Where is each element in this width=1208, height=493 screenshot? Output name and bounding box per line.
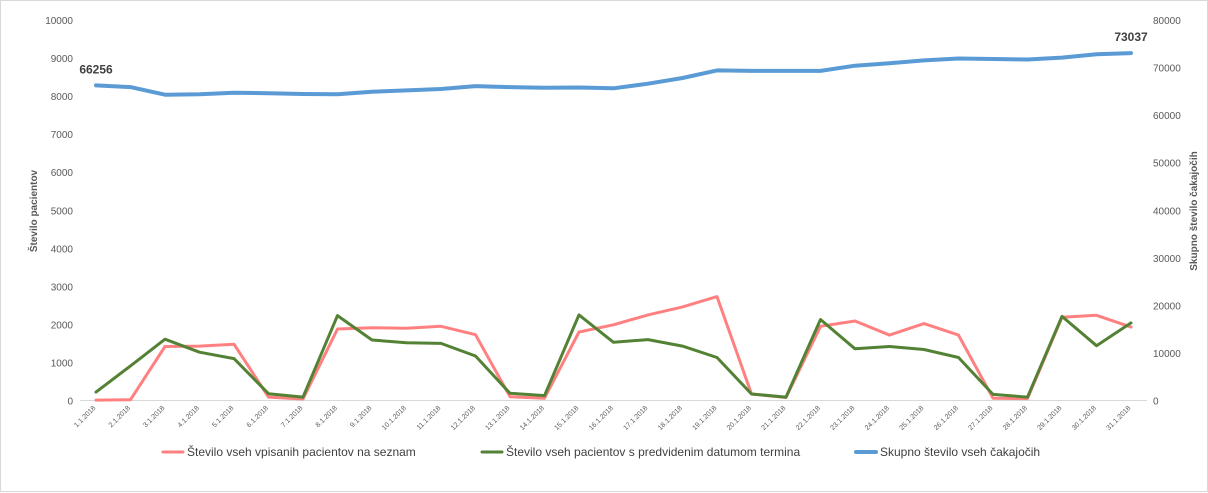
legend-label-1: Število vseh vpisanih pacientov na sezna…: [187, 444, 416, 459]
y2-tick-label: 70000: [1153, 64, 1181, 75]
y-tick-label: 10000: [45, 16, 73, 27]
x-tick-label: 16.1.2018: [588, 405, 615, 432]
x-tick-label: 20.1.2018: [726, 405, 753, 432]
x-tick-label: 5.1.2018: [211, 405, 235, 429]
x-tick-label: 30.1.2018: [1071, 405, 1098, 432]
y2-tick-label: 0: [1153, 397, 1159, 408]
x-tick-label: 23.1.2018: [829, 405, 856, 432]
x-tick-label: 11.1.2018: [416, 405, 443, 432]
series-line-3: [94, 51, 1133, 97]
y2-tick-label: 80000: [1153, 16, 1181, 27]
x-tick-label: 4.1.2018: [177, 405, 201, 429]
series-line-2: [94, 313, 1133, 399]
y2-tick-label: 50000: [1153, 159, 1181, 170]
x-tick-label: 28.1.2018: [1002, 405, 1029, 432]
x-tick-label: 22.1.2018: [795, 405, 822, 432]
y-tick-label: 3000: [51, 282, 74, 293]
legend-label-3: Skupno število vseh čakajočih: [880, 445, 1040, 459]
y-tick-label: 6000: [51, 168, 74, 179]
y2-tick-label: 60000: [1153, 111, 1181, 122]
x-tick-label: 31.1.2018: [1105, 405, 1132, 432]
x-tick-label: 21.1.2018: [760, 405, 787, 432]
y2-axis-title: Skupno število čakajočih: [1189, 151, 1200, 270]
x-tick-label: 2.1.2018: [108, 405, 132, 429]
x-tick-label: 6.1.2018: [246, 405, 270, 429]
y-tick-label: 1000: [51, 358, 74, 369]
y2-tick-label: 40000: [1153, 206, 1181, 217]
x-tick-label: 8.1.2018: [315, 405, 339, 429]
x-tick-label: 10.1.2018: [381, 405, 408, 432]
data-label: 73037: [1114, 30, 1148, 44]
y-tick-label: 0: [67, 397, 73, 408]
y-tick-label: 2000: [51, 320, 74, 331]
series-line-1: [94, 295, 1133, 402]
x-tick-label: 1.1.2018: [73, 405, 97, 429]
y2-tick-label: 20000: [1153, 301, 1181, 312]
y-tick-label: 9000: [51, 54, 74, 65]
x-tick-label: 18.1.2018: [657, 405, 684, 432]
y-tick-label: 8000: [51, 92, 74, 103]
data-label: 66256: [79, 62, 113, 76]
x-tick-label: 26.1.2018: [933, 405, 960, 432]
y2-tick-label: 10000: [1153, 349, 1181, 360]
x-tick-label: 12.1.2018: [450, 405, 477, 432]
x-tick-label: 17.1.2018: [622, 405, 649, 432]
y-tick-label: 5000: [51, 206, 74, 217]
x-tick-label: 14.1.2018: [519, 405, 546, 432]
x-tick-label: 29.1.2018: [1036, 405, 1063, 432]
y-axis-title: Število pacientov: [27, 169, 40, 252]
x-tick-label: 27.1.2018: [967, 405, 994, 432]
x-tick-label: 9.1.2018: [349, 405, 373, 429]
x-tick-label: 7.1.2018: [280, 405, 304, 429]
x-tick-label: 15.1.2018: [553, 405, 580, 432]
x-tick-label: 24.1.2018: [864, 405, 891, 432]
x-tick-label: 25.1.2018: [898, 405, 925, 432]
x-tick-label: 19.1.2018: [691, 405, 718, 432]
y-tick-label: 4000: [51, 244, 74, 255]
x-tick-label: 3.1.2018: [142, 405, 166, 429]
x-tick-label: 13.1.2018: [484, 405, 511, 432]
y2-tick-label: 30000: [1153, 254, 1181, 265]
legend-label-2: Število vseh pacientov s predvidenim dat…: [506, 444, 800, 459]
y-tick-label: 7000: [51, 130, 74, 141]
